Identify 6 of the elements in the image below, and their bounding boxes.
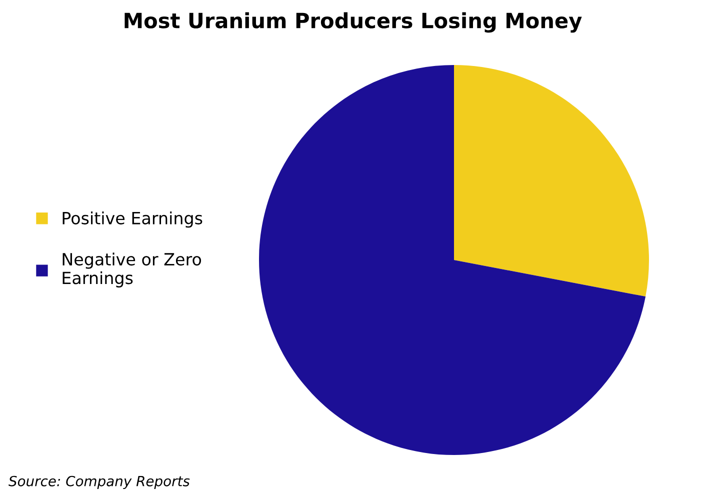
pie-slice: [259, 65, 646, 455]
chart-title: Most Uranium Producers Losing Money: [124, 12, 582, 33]
pie-slice: [454, 65, 649, 297]
legend-label: Negative or Zero Earnings: [62, 252, 202, 288]
legend-label: Positive Earnings: [62, 212, 202, 228]
source-note: Source: Company Reports: [8, 476, 190, 490]
